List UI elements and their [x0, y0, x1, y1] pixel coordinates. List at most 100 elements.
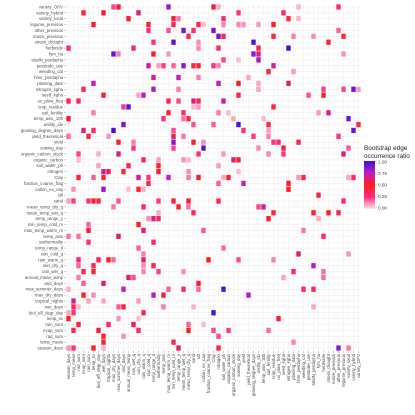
heatmap-cell — [121, 168, 126, 175]
heatmap-cell — [171, 198, 176, 204]
heatmap-cell — [351, 86, 356, 92]
column-label: variety_hybrid — [351, 353, 356, 380]
heatmap-cell — [191, 139, 196, 145]
heatmap-cell — [121, 121, 126, 128]
row-label: arid_days — [44, 281, 63, 286]
heatmap-cell — [131, 45, 136, 51]
heatmap-cell — [236, 121, 241, 128]
column-label: other_previous — [336, 354, 341, 382]
heatmap-cell — [216, 33, 221, 39]
heatmap-cell — [211, 63, 216, 69]
heatmap-cell — [186, 168, 191, 175]
heatmap-cell — [256, 45, 261, 51]
row-label: min_temp_cold_m — [28, 222, 64, 227]
heatmap-cell — [166, 286, 171, 292]
heatmap-cell — [66, 345, 71, 351]
heatmap-cell — [296, 4, 301, 10]
heatmap-cell — [266, 216, 271, 222]
column-label: fym_ha — [316, 353, 321, 368]
row-label: wet_days — [45, 304, 63, 309]
heatmap-cell — [161, 292, 166, 298]
row-label: mean_temp_wet_q — [26, 210, 63, 215]
row-label: evap_sum — [43, 328, 63, 333]
row-label: Clay — [54, 175, 63, 180]
heatmap-cell — [176, 204, 181, 210]
heatmap-cell — [176, 74, 181, 81]
column-label: soil_water_ph — [221, 353, 226, 380]
row-label: hhnr_perdayha — [34, 75, 64, 80]
column-label: aridity_idx — [256, 353, 261, 373]
heatmap-cell — [156, 168, 161, 175]
heatmap-cell — [156, 216, 161, 222]
column-label: rain_cold_q — [146, 353, 151, 376]
heatmap-cell — [171, 145, 176, 151]
row-label: herbicide — [46, 46, 64, 51]
heatmap-cell — [226, 110, 231, 116]
heatmap-cell — [176, 86, 181, 92]
heatmap-cell — [126, 274, 131, 281]
heatmap-cell — [236, 10, 241, 16]
row-label: sowing_day — [40, 146, 64, 151]
heatmap-cell — [311, 33, 316, 39]
heatmap-cell — [281, 145, 286, 151]
heatmap-cell — [146, 216, 151, 222]
heatmap-cell — [191, 63, 196, 69]
row-label: temp_sv — [47, 316, 64, 321]
column-label: temp_range_d — [151, 353, 156, 381]
heatmap-cell — [256, 21, 261, 28]
heatmap-cell — [136, 174, 141, 181]
row-label: variety_hybrid — [36, 10, 63, 15]
heatmap-cell — [211, 27, 216, 34]
row-label: rad_sum — [46, 334, 63, 339]
heatmap-cell — [96, 163, 101, 169]
heatmap-cell — [271, 21, 276, 28]
column-label: max_temp_warm_m — [166, 354, 171, 393]
heatmap-cell — [296, 251, 301, 257]
heatmap-cell — [216, 345, 221, 351]
heatmap-cell — [216, 163, 221, 169]
heatmap-cell — [261, 204, 266, 210]
heatmap-cell — [71, 304, 76, 310]
heatmap-cell — [236, 257, 241, 263]
heatmap-cell — [101, 280, 106, 287]
heatmap-cell — [326, 210, 331, 216]
heatmap-cell — [176, 16, 181, 22]
heatmap-cell — [271, 33, 276, 39]
heatmap-cell — [76, 174, 81, 181]
heatmap-cell — [91, 292, 96, 298]
column-label: biol_eff_degr_day — [96, 353, 101, 388]
heatmap-cell — [141, 92, 146, 98]
heatmap-cell — [221, 245, 226, 251]
heatmap-cell — [106, 257, 111, 263]
column-label: herbicide — [321, 353, 326, 371]
heatmap-cell — [356, 86, 361, 92]
heatmap-cell — [141, 186, 146, 192]
heatmap-cell — [326, 39, 331, 45]
heatmap-cell — [111, 4, 116, 10]
heatmap-cell — [116, 4, 121, 10]
column-label: growing_degree_days — [251, 354, 256, 396]
heatmap-cell — [256, 86, 261, 92]
heatmap-cell — [256, 204, 261, 210]
heatmap-cell — [351, 127, 356, 134]
column-label: rain_sum — [86, 354, 91, 372]
heatmap-cell — [101, 174, 106, 181]
heatmap-cell — [206, 257, 211, 263]
heatmap-cell — [156, 198, 161, 204]
heatmap-cell — [296, 139, 301, 145]
heatmap-cell — [186, 327, 191, 334]
heatmap-cell — [266, 327, 271, 334]
heatmap-cell — [256, 57, 261, 63]
row-label: rain_wet_q — [42, 269, 64, 274]
heatmap-cell — [291, 268, 296, 275]
heatmap-cell — [81, 292, 86, 298]
heatmap-cell — [151, 239, 156, 245]
heatmap-cell — [91, 198, 96, 204]
heatmap-cell — [151, 39, 156, 45]
heatmap-cell — [241, 180, 246, 187]
column-label: maize_previous — [331, 354, 336, 384]
heatmap-cell — [211, 327, 216, 334]
heatmap-cell — [286, 180, 291, 187]
heatmap-cell — [186, 157, 191, 163]
